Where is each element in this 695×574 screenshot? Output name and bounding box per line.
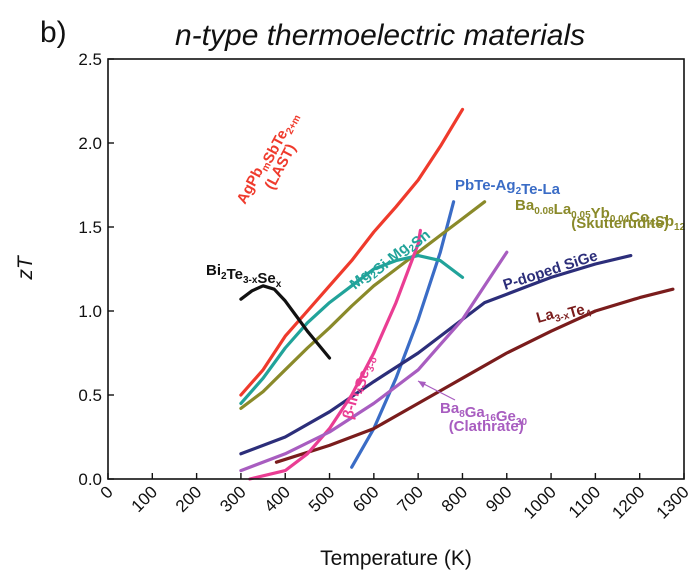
x-axis-label: Temperature (K)	[320, 547, 472, 570]
series-label-7: β-In4Se3-δ	[339, 353, 379, 423]
svg-text:β-In4Se3-δ: β-In4Se3-δ	[339, 353, 379, 423]
series-line-1	[350, 200, 456, 469]
series-line-5	[239, 254, 633, 456]
x-tick-label: 1000	[520, 482, 560, 522]
svg-text:PbTe-Ag2Te-La: PbTe-Ag2Te-La	[455, 177, 561, 198]
x-tick-label: 1100	[565, 482, 604, 521]
svg-text:Ba8Ga16Ge30: Ba8Ga16Ge30	[440, 400, 527, 428]
x-tick-label: 1300	[653, 482, 693, 522]
series-line-0	[239, 107, 465, 397]
x-tick-label: 300	[216, 482, 249, 515]
series-label-6: La3-xTe4	[534, 296, 593, 334]
series-label-3: Mg2Si-Mg2Sn	[347, 220, 434, 299]
y-axis-label: zT	[14, 254, 37, 281]
series-label-4: Bi2Te3-xSex	[206, 262, 282, 290]
series-line-2	[239, 200, 487, 410]
svg-text:Mg2Si-Mg2Sn: Mg2Si-Mg2Sn	[347, 220, 434, 299]
y-tick-label: 1.5	[78, 218, 102, 237]
svg-text:Ba0.08La0.05Yb0.04Co4Sb12: Ba0.08La0.05Yb0.04Co4Sb12	[515, 197, 686, 233]
plot-frame	[107, 58, 685, 480]
svg-text:P-doped SiGe: P-doped SiGe	[501, 247, 600, 294]
series-label-1: PbTe-Ag2Te-La	[455, 177, 561, 198]
series-line-7	[248, 228, 422, 481]
x-tick-label: 600	[349, 482, 382, 515]
y-tick-label: 0.0	[78, 470, 102, 489]
chart-title: n-type thermoelectric materials	[175, 19, 585, 52]
series-line-8	[239, 250, 509, 473]
clathrate-arrowhead	[418, 381, 426, 388]
series-label-2: Ba0.08La0.05Yb0.04Co4Sb12(Skutterudite)	[515, 197, 686, 233]
series-line-6	[274, 287, 675, 464]
svg-text:Bi2Te3-xSex: Bi2Te3-xSex	[206, 262, 282, 290]
y-tick-label: 1.0	[78, 302, 102, 321]
series-line-3	[239, 254, 465, 405]
x-tick-label: 1200	[608, 482, 648, 522]
series-label-0: AgPbmSbTe2+m(LAST)	[234, 113, 304, 207]
series-label-8: Ba8Ga16Ge30(Clathrate)	[440, 400, 527, 435]
svg-text:La3-xTe4: La3-xTe4	[534, 296, 593, 334]
x-tick-label: 900	[482, 482, 515, 515]
series-label-5: P-doped SiGe	[501, 247, 600, 294]
x-tick-label: 100	[128, 482, 161, 515]
x-tick-label: 200	[172, 482, 205, 515]
series-lines	[239, 107, 675, 481]
x-tick-label: 400	[261, 482, 294, 515]
panel-label: b)	[40, 16, 67, 49]
x-tick-label: 500	[305, 482, 338, 515]
svg-text:(Clathrate): (Clathrate)	[449, 418, 524, 435]
y-tick-label: 2.0	[78, 134, 102, 153]
svg-text:(Skutterudite): (Skutterudite)	[571, 215, 669, 232]
x-tick-label: 700	[393, 482, 426, 515]
x-tick-label: 800	[438, 482, 471, 515]
y-tick-label: 0.5	[78, 386, 102, 405]
series-line-4	[239, 284, 332, 360]
y-tick-label: 2.5	[78, 50, 102, 69]
